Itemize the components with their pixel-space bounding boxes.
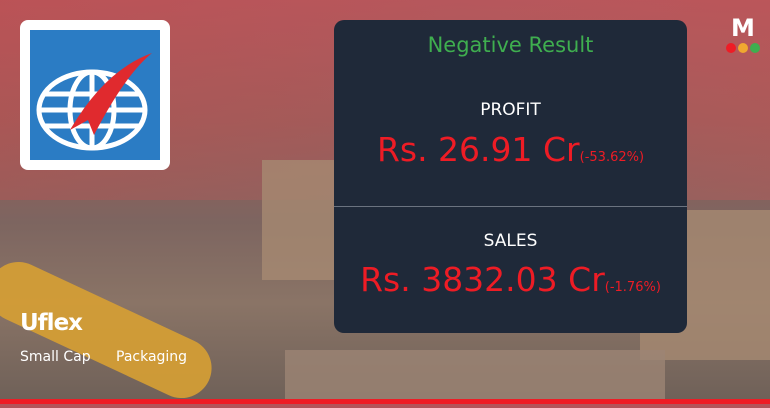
result-title: Negative Result xyxy=(427,33,594,57)
sales-change: (-1.76%) xyxy=(604,280,661,295)
brand-logo: M xyxy=(724,14,762,58)
sales-value: Rs. 3832.03 Cr(-1.76%) xyxy=(334,260,687,299)
company-logo xyxy=(20,20,170,170)
company-name: Uflex xyxy=(20,310,83,336)
bg-box xyxy=(285,350,665,400)
profit-value: Rs. 26.91 Cr(-53.62%) xyxy=(334,130,687,169)
result-panel: Negative Result PROFIT Rs. 26.91 Cr(-53.… xyxy=(334,20,687,333)
globe-check-icon xyxy=(36,53,152,151)
profit-label: PROFIT xyxy=(480,100,541,120)
brand-letter: M xyxy=(731,14,755,42)
traffic-dots-icon xyxy=(726,43,760,53)
market-cap-tag: Small Cap xyxy=(20,349,91,365)
sector-tag: Packaging xyxy=(116,349,188,365)
bottom-accent-bar xyxy=(0,399,770,404)
divider xyxy=(334,206,687,207)
sales-amount: Rs. 3832.03 Cr xyxy=(360,260,605,299)
profit-amount: Rs. 26.91 Cr xyxy=(376,130,580,169)
sales-label: SALES xyxy=(483,231,538,251)
profit-change: (-53.62%) xyxy=(579,150,645,165)
